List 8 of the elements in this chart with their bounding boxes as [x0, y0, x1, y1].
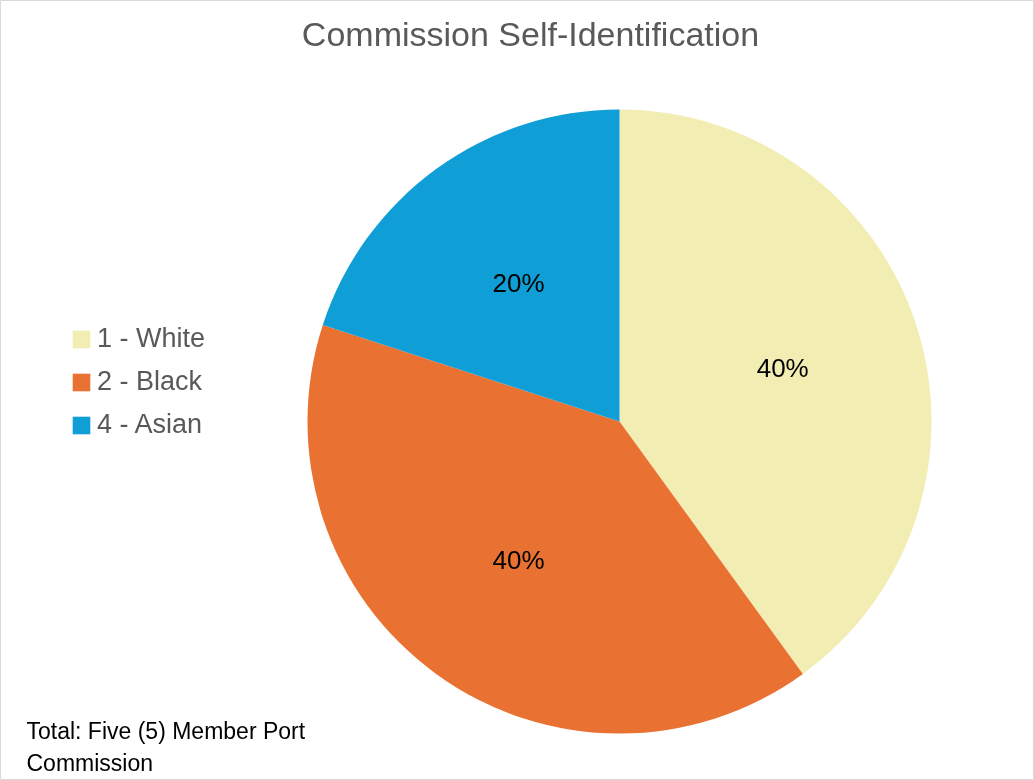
data-label: 40% [492, 545, 545, 576]
chart-title: Commission Self-Identification [301, 14, 760, 53]
data-label: 20% [492, 267, 545, 298]
legend-label: 1 - White [97, 323, 206, 354]
legend-label: 4 - Asian [97, 409, 203, 440]
legend-label: 2 - Black [97, 366, 203, 397]
data-label: 40% [756, 353, 809, 384]
text: Total: Five (5) Member Port Commission [26, 717, 306, 776]
